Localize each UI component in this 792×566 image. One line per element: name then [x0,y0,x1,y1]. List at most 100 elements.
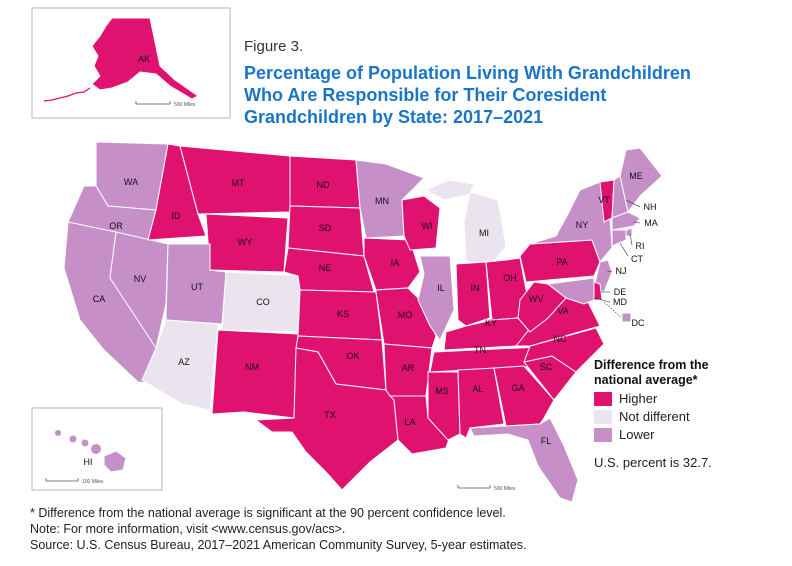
label-ms: MS [435,386,449,396]
legend-label-higher: Higher [619,391,658,406]
state-wa[interactable] [95,141,169,211]
us-percent-note: U.S. percent is 32.7. [594,455,712,470]
state-md[interactable] [546,277,595,305]
state-wi[interactable] [401,195,441,251]
label-hi: HI [84,457,93,467]
state-fl[interactable] [469,417,579,503]
hawaii-inset-frame [31,407,163,491]
hawaii-island-kauai [55,430,61,436]
label-de: DE [614,287,627,297]
label-ca: CA [93,294,106,304]
legend: Difference from the national average* Hi… [594,358,784,442]
legend-item-lower: Lower [594,427,784,442]
label-nm: NM [245,362,259,372]
title-line-2: Who Are Responsible for Their Coresident [244,85,607,105]
state-wv[interactable] [517,281,567,333]
leader-lines [593,199,641,319]
scale-bar-hawaii: 100 Miles [45,478,104,485]
label-az: AZ [178,357,190,367]
footnote-more-info: Note: For more information, visit <www.c… [30,522,346,536]
label-ny: NY [576,220,589,230]
state-labels: AK HI WA OR CA NV ID MT WY UT CO AZ NM N… [84,54,658,467]
label-il: IL [437,283,445,293]
figure-label: Figure 3. [244,38,304,55]
label-sd: SD [319,223,332,233]
label-mt: MT [232,178,245,188]
state-ct[interactable] [611,229,627,247]
footnotes: * Difference from the national average i… [30,505,527,553]
state-ak[interactable] [91,17,199,100]
label-mi: MI [479,228,489,238]
map-title: Percentage of Population Living With Gra… [244,62,784,128]
legend-item-not-different: Not different [594,409,784,424]
state-nv[interactable] [109,231,169,350]
label-ne: NE [319,263,332,273]
label-in: IN [471,283,480,293]
legend-item-higher: Higher [594,391,784,406]
label-ok: OK [346,351,359,361]
state-ms[interactable] [427,371,461,441]
label-wi: WI [422,221,433,231]
scale-bar-alaska: 500 Miles [135,101,196,108]
state-la[interactable] [388,395,451,455]
legend-label-not-different: Not different [619,409,690,424]
state-dc[interactable] [621,312,632,323]
hawaii-island-molokai [81,439,89,447]
label-ri: RI [636,241,645,251]
label-ma: MA [644,218,658,228]
alaska-inset-frame [31,7,231,119]
hawaii-island-oahu [69,435,77,443]
label-or: OR [109,221,123,231]
label-mn: MN [375,196,389,206]
state-nm[interactable] [211,329,299,419]
legend-swatch-higher [594,391,612,406]
title-line-3: Grandchildren by State: 2017–2021 [244,107,544,127]
label-fl: FL [541,436,552,446]
label-dc: DC [632,318,645,328]
label-nj: NJ [616,266,627,276]
state-ri[interactable] [625,227,633,237]
label-pa: PA [556,257,567,267]
label-tn: TN [474,345,486,355]
legend-title-line-2: national average* [594,373,698,387]
title-line-1: Percentage of Population Living With Gra… [244,63,691,83]
label-wy: WY [238,237,253,247]
state-ma[interactable] [611,211,641,231]
hawaii-island-maui [91,444,101,454]
label-ky: KY [485,318,497,328]
legend-title-line-1: Difference from the [594,358,709,372]
aleutian-islands [43,87,91,102]
scale-bar-conus: 500 Miles [457,485,516,492]
state-il[interactable] [417,255,455,341]
label-me: ME [629,171,643,181]
label-id: ID [172,211,182,221]
label-ar: AR [402,363,415,373]
footnote-source: Source: U.S. Census Bureau, 2017–2021 Am… [30,538,527,552]
label-oh: OH [503,273,517,283]
label-ks: KS [337,309,349,319]
scale-label-alaska: 500 Miles [174,102,196,108]
label-ak: AK [138,54,150,64]
label-nh: NH [644,202,657,212]
state-nc[interactable] [523,327,605,373]
label-al: AL [472,384,483,394]
legend-label-lower: Lower [619,427,655,442]
state-in[interactable] [455,261,491,327]
label-ct: CT [631,254,643,264]
scale-label-hawaii: 100 Miles [82,479,104,485]
legend-swatch-not-different [594,409,612,424]
footnote-significance: * Difference from the national average i… [30,506,506,520]
label-sc: SC [540,362,553,372]
state-az[interactable] [141,319,219,411]
legend-swatch-lower [594,427,612,442]
label-nc: NC [554,334,567,344]
state-mi-upper[interactable] [424,179,475,201]
state-tx[interactable] [254,347,399,491]
label-md: MD [613,297,627,307]
label-ia: IA [391,258,400,268]
label-va: VA [557,306,568,316]
label-wa: WA [124,177,138,187]
state-hi[interactable] [103,450,127,473]
label-ut: UT [191,282,203,292]
